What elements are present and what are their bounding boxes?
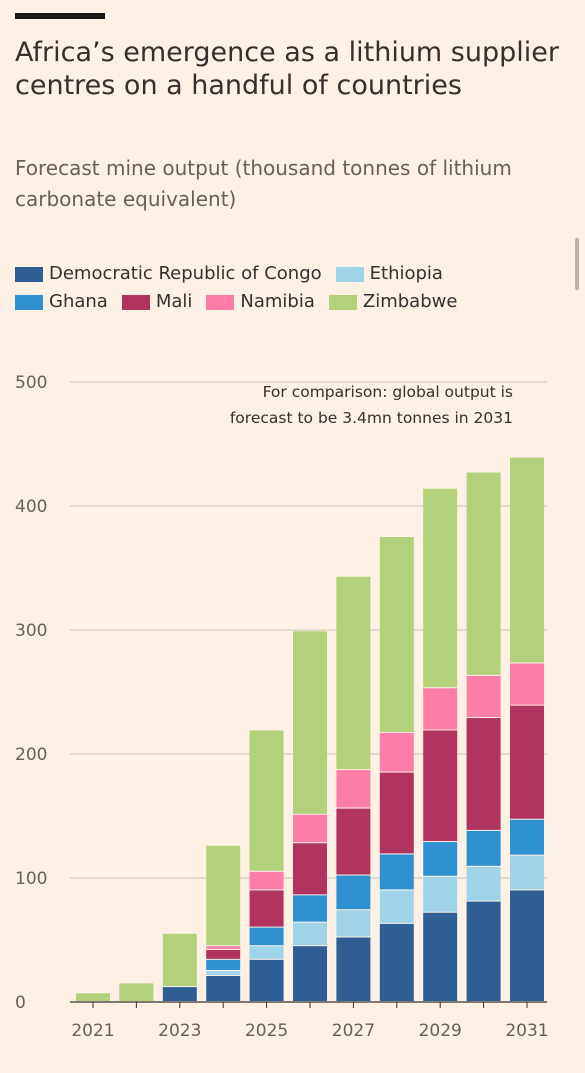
x-tick-label-2031: 2031 — [505, 1021, 548, 1041]
bar-2028-ethiopia — [379, 890, 414, 923]
chart-legend: Democratic Republic of Congo Ethiopia Gh… — [15, 260, 575, 316]
x-tick-label-2023: 2023 — [158, 1021, 201, 1041]
bar-2027-mali — [336, 808, 371, 875]
y-tick-label-400: 400 — [15, 497, 47, 517]
annotation-line-2: forecast to be 3.4mn tonnes in 2031 — [230, 409, 513, 427]
bar-2027-democratic-republic-of-congo — [336, 937, 371, 1001]
bar-2031-democratic-republic-of-congo — [510, 890, 544, 1001]
x-tick-label-2021: 2021 — [71, 1021, 114, 1041]
x-tick-label-2027: 2027 — [332, 1021, 375, 1041]
bar-2029-ghana — [423, 842, 458, 876]
bar-2030-ethiopia — [466, 866, 501, 901]
bar-2024-ethiopia — [206, 971, 241, 975]
bar-2025-zimbabwe — [249, 730, 284, 871]
bar-2023-democratic-republic-of-congo — [162, 987, 197, 1001]
bar-2024-ghana — [206, 959, 241, 970]
bar-2025-ghana — [249, 927, 284, 946]
legend-item-zimbabwe: Zimbabwe — [328, 288, 458, 316]
bar-2030-zimbabwe — [466, 472, 501, 675]
bar-2028-zimbabwe — [379, 537, 414, 732]
bar-2028-namibia — [379, 732, 414, 772]
bar-2024-democratic-republic-of-congo — [206, 975, 241, 1001]
bar-2024-zimbabwe — [206, 845, 241, 946]
annotation-line-1: For comparison: global output is — [263, 383, 513, 401]
legend-swatch-drc — [15, 266, 43, 282]
bar-2031-mali — [510, 705, 544, 819]
bar-2026-ghana — [293, 895, 327, 922]
legend-swatch-namibia — [206, 294, 235, 310]
bar-2025-mali — [249, 890, 284, 927]
legend-label-zimbabwe: Zimbabwe — [362, 291, 458, 312]
x-tick-label-2025: 2025 — [245, 1021, 288, 1041]
bar-2030-namibia — [466, 675, 501, 718]
chart-subtitle: Forecast mine output (thousand tonnes of… — [15, 156, 512, 211]
stacked-bar-chart: 0 100 200 300 400 500 2021 2023 2025 2027 2029 2031… — [15, 373, 549, 1041]
bar-2026-zimbabwe — [293, 631, 327, 814]
y-tick-label-200: 200 — [15, 745, 47, 765]
legend-label-namibia: Namibia — [240, 291, 315, 312]
bar-2029-democratic-republic-of-congo — [423, 912, 458, 1001]
bar-2028-democratic-republic-of-congo — [379, 923, 414, 1001]
legend-label-mali: Mali — [155, 291, 193, 312]
bar-2029-zimbabwe — [423, 488, 458, 688]
bar-2026-ethiopia — [293, 922, 327, 946]
legend-item-mali: Mali — [121, 288, 193, 316]
bar-2027-ghana — [336, 875, 371, 910]
bar-2029-namibia — [423, 688, 458, 730]
bar-2027-zimbabwe — [336, 576, 371, 770]
bar-2025-namibia — [249, 871, 284, 890]
bar-2031-ghana — [510, 819, 544, 855]
bar-2031-namibia — [510, 663, 544, 705]
chart-title: Africa’s emergence as a lithium supplier… — [15, 37, 559, 101]
y-tick-label-500: 500 — [15, 373, 47, 393]
bar-2030-ghana — [466, 830, 501, 866]
bar-2031-ethiopia — [510, 855, 544, 890]
x-tick-label-2029: 2029 — [419, 1021, 462, 1041]
legend-label-drc: Democratic Republic of Congo — [49, 263, 322, 284]
legend-label-ghana: Ghana — [49, 291, 108, 312]
y-tick-label-300: 300 — [15, 621, 47, 641]
bar-2028-ghana — [379, 854, 414, 890]
bar-2023-zimbabwe — [162, 933, 197, 987]
legend-item-ethiopia: Ethiopia — [335, 260, 443, 288]
bar-2029-mali — [423, 730, 458, 842]
bar-2029-ethiopia — [423, 876, 458, 912]
legend-swatch-mali — [121, 294, 150, 310]
legend-swatch-ghana — [15, 294, 43, 310]
bar-2024-mali — [206, 949, 241, 959]
bar-2025-ethiopia — [249, 946, 284, 959]
legend-swatch-zimbabwe — [328, 294, 357, 310]
y-tick-label-100: 100 — [15, 869, 47, 889]
bar-2030-mali — [466, 718, 501, 830]
bar-2028-mali — [379, 772, 414, 854]
legend-row-1: Democratic Republic of Congo Ethiopia — [15, 260, 575, 288]
y-tick-label-0: 0 — [15, 993, 26, 1013]
bar-2027-ethiopia — [336, 910, 371, 937]
bar-2021-zimbabwe — [76, 993, 110, 1001]
bar-2026-mali — [293, 843, 327, 895]
bar-2022-zimbabwe — [119, 983, 154, 1001]
legend-item-drc: Democratic Republic of Congo — [15, 260, 322, 288]
header-accent-bar — [15, 13, 105, 19]
bar-2031-zimbabwe — [510, 457, 544, 663]
legend-row-2: Ghana Mali Namibia Zimbabwe — [15, 288, 575, 316]
bar-2030-democratic-republic-of-congo — [466, 901, 501, 1001]
legend-item-namibia: Namibia — [206, 288, 315, 316]
bar-2027-namibia — [336, 770, 371, 808]
bar-2026-democratic-republic-of-congo — [293, 946, 327, 1001]
bar-2026-namibia — [293, 814, 327, 843]
scrollbar-thumb[interactable] — [575, 238, 579, 290]
legend-swatch-ethiopia — [335, 266, 364, 282]
bar-2024-namibia — [206, 946, 241, 949]
legend-item-ghana: Ghana — [15, 288, 108, 316]
legend-label-ethiopia: Ethiopia — [369, 263, 443, 284]
bar-2025-democratic-republic-of-congo — [249, 959, 284, 1001]
